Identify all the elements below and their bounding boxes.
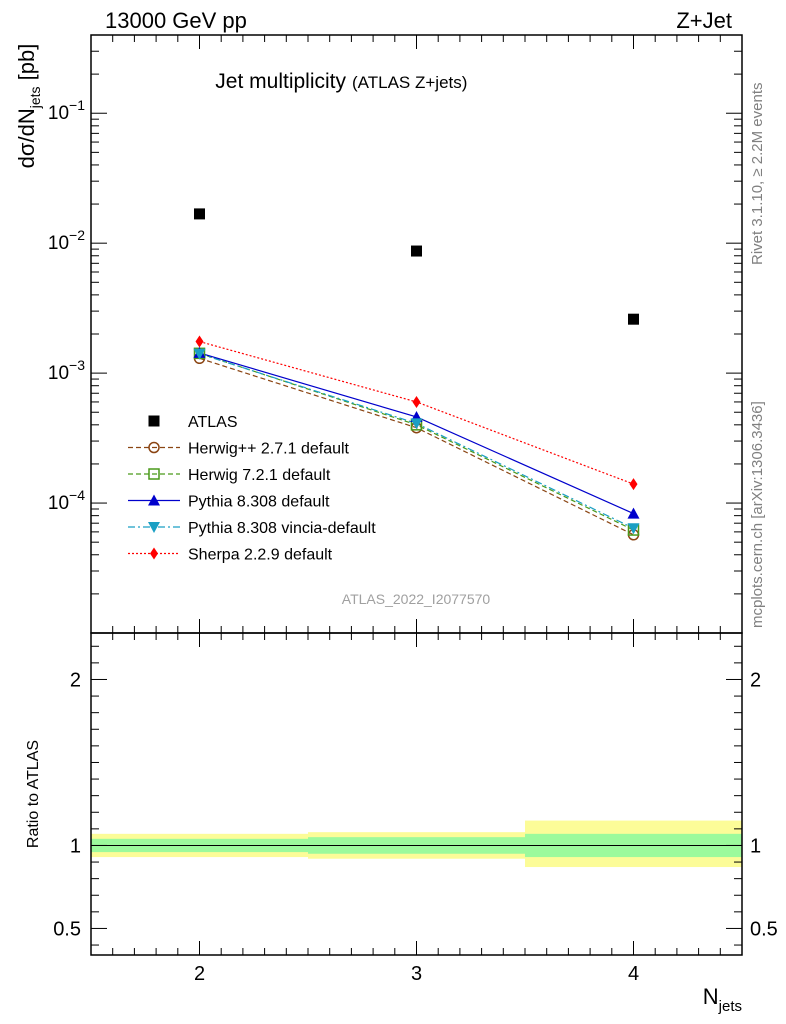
chart-subtitle: (ATLAS Z+jets) xyxy=(352,73,467,92)
legend-marker xyxy=(150,547,158,560)
data-point-atlas xyxy=(628,313,639,325)
ratio-y-tick-label: 0.5 xyxy=(53,918,81,940)
legend-marker xyxy=(148,494,160,506)
ratio-frame xyxy=(90,632,743,956)
data-point-sherpa-2-2-9-default xyxy=(629,478,638,491)
legend-entry: ATLAS xyxy=(148,414,238,431)
side-label-top: Rivet 3.1.10, ≥ 2.2M events xyxy=(749,83,766,266)
y-tick-label: 10−2 xyxy=(48,227,85,254)
legend-entry: Herwig++ 2.7.1 default xyxy=(128,441,350,458)
x-tick-label: 3 xyxy=(411,963,422,985)
ratio-panel: 0.5 0.5 1 1 2 2 2 3 4 xyxy=(53,632,778,985)
data-point-sherpa-2-2-9-default xyxy=(412,395,421,408)
legend-label: Herwig 7.2.1 default xyxy=(188,467,331,484)
y-tick-label: 10−4 xyxy=(48,487,85,514)
ratio-y-tick-label-right: 1 xyxy=(750,835,761,857)
y-tick-label: 10−3 xyxy=(48,357,85,384)
main-frame xyxy=(90,34,743,634)
data-point-atlas xyxy=(194,208,205,220)
legend-entry: Herwig 7.2.1 default xyxy=(128,467,331,484)
data-point-pythia-8-308-default xyxy=(627,507,640,519)
legend-marker xyxy=(148,522,160,533)
legend: ATLAS Herwig++ 2.7.1 default Herwig 7.2.1 … xyxy=(128,414,376,564)
data-point-pythia-8-308-vincia-default xyxy=(193,348,206,360)
watermark: ATLAS_2022_I2077570 xyxy=(342,591,491,607)
side-label-bottom: mcplots.cern.ch [arXiv:1306.3436] xyxy=(749,401,766,628)
legend-entry: Pythia 8.308 default xyxy=(128,494,330,511)
header-right: Z+Jet xyxy=(676,8,732,33)
header-left: 13000 GeV pp xyxy=(105,8,247,33)
data-point-sherpa-2-2-9-default xyxy=(195,335,204,348)
x-axis-label: Njets xyxy=(703,984,742,1015)
data-point-pythia-8-308-vincia-default xyxy=(410,418,423,430)
svg-text:dσ/dNjets [pb]: dσ/dNjets [pb] xyxy=(14,44,43,169)
ratio-y-tick-label: 1 xyxy=(70,835,81,857)
ratio-y-tick-label-right: 0.5 xyxy=(750,918,778,940)
ratio-y-tick-label: 2 xyxy=(70,669,81,691)
legend-label: Pythia 8.308 vincia-default xyxy=(188,520,376,537)
ratio-y-tick-label-right: 2 xyxy=(750,669,761,691)
legend-marker xyxy=(148,441,160,454)
legend-label: ATLAS xyxy=(188,414,238,431)
x-tick-label: 2 xyxy=(194,963,205,985)
chart-title: Jet multiplicity xyxy=(215,70,346,93)
legend-label: Herwig++ 2.7.1 default xyxy=(188,441,350,458)
legend-entry: Sherpa 2.2.9 default xyxy=(128,547,333,564)
legend-marker xyxy=(148,468,160,480)
legend-label: Sherpa 2.2.9 default xyxy=(188,547,333,564)
main-panel: Jet multiplicity (ATLAS Z+jets) ATLAS_20… xyxy=(48,34,743,955)
x-tick-label: 4 xyxy=(628,963,639,985)
legend-entry: Pythia 8.308 vincia-default xyxy=(128,520,376,537)
data-point-pythia-8-308-vincia-default xyxy=(627,523,640,535)
data-point-atlas xyxy=(411,245,422,257)
svg-text:Njets: Njets xyxy=(703,984,742,1015)
y-tick-label: 10−1 xyxy=(48,97,85,124)
legend-label: Pythia 8.308 default xyxy=(188,494,330,511)
ratio-ylabel: Ratio to ATLAS xyxy=(25,740,42,848)
main-ylabel: dσ/dNjets [pb] xyxy=(14,44,43,169)
legend-marker xyxy=(148,415,160,427)
